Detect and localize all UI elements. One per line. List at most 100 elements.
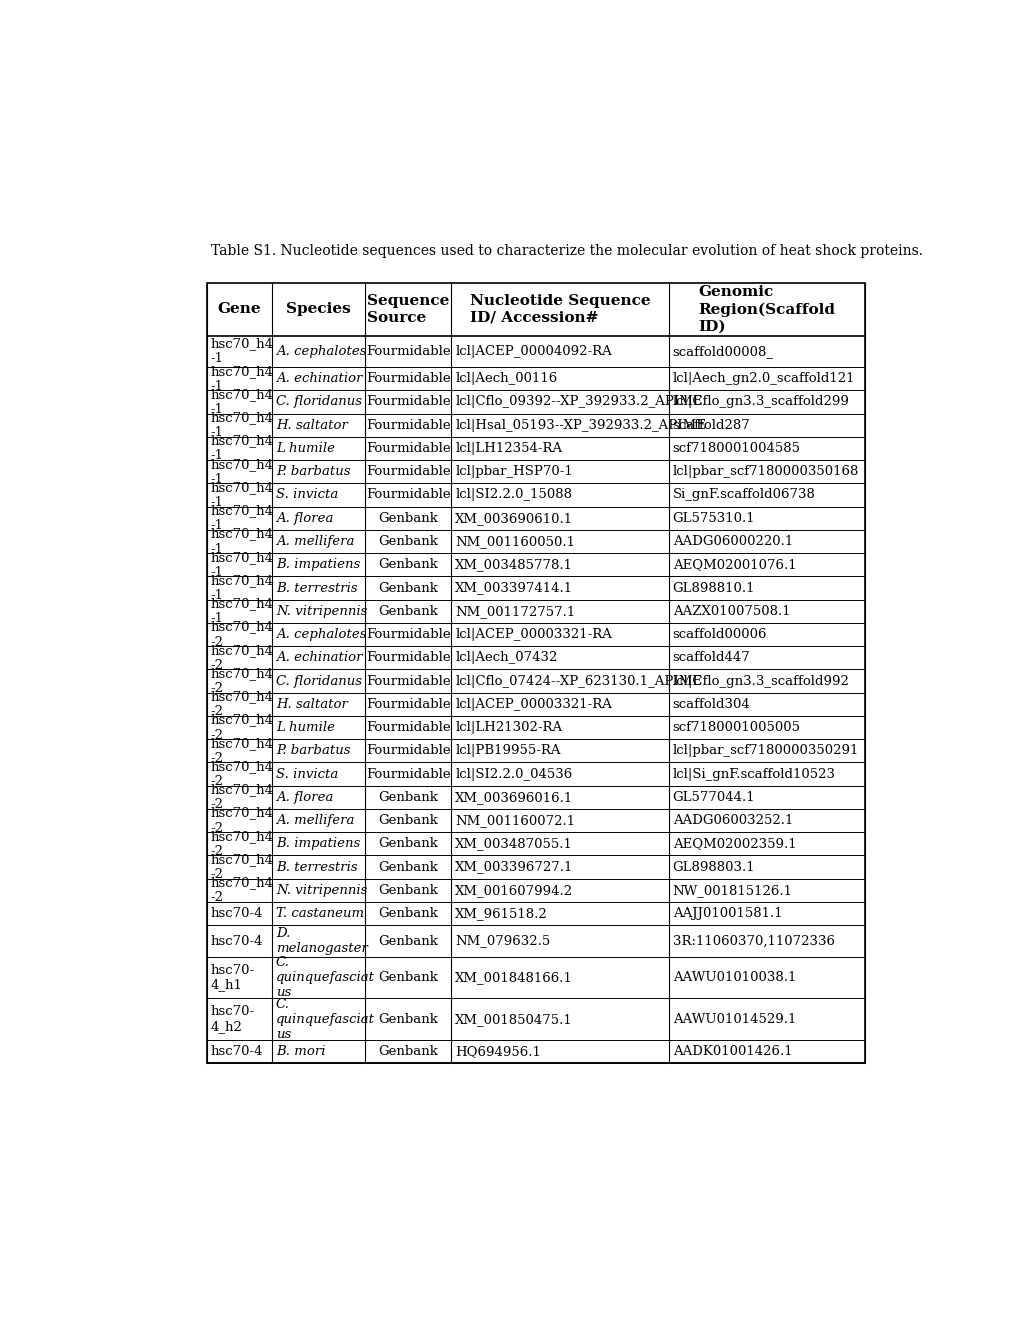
- Text: hsc70_h4
-2: hsc70_h4 -2: [210, 620, 273, 648]
- Text: GL898810.1: GL898810.1: [672, 582, 754, 594]
- Text: lcl|Aech_gn2.0_scaffold121: lcl|Aech_gn2.0_scaffold121: [672, 372, 854, 385]
- Text: GL575310.1: GL575310.1: [672, 512, 754, 525]
- Text: hsc70-4: hsc70-4: [210, 907, 263, 920]
- Text: S. invicta: S. invicta: [276, 488, 338, 502]
- Text: hsc70_h4
-1: hsc70_h4 -1: [210, 480, 273, 510]
- Text: XM_961518.2: XM_961518.2: [454, 907, 547, 920]
- Text: lcl|Cflo_09392--XP_392933.2_APIME: lcl|Cflo_09392--XP_392933.2_APIME: [454, 396, 702, 408]
- Text: A. florea: A. florea: [276, 791, 333, 804]
- Text: XM_003396727.1: XM_003396727.1: [454, 861, 573, 874]
- Text: AEQM02001076.1: AEQM02001076.1: [672, 558, 796, 572]
- Text: Fourmidable: Fourmidable: [366, 442, 450, 455]
- Text: lcl|ACEP_00004092-RA: lcl|ACEP_00004092-RA: [454, 345, 611, 358]
- Text: hsc70_h4
-1: hsc70_h4 -1: [210, 338, 273, 366]
- Text: hsc70_h4
-1: hsc70_h4 -1: [210, 597, 273, 626]
- Text: A. echinatior: A. echinatior: [276, 651, 362, 664]
- Text: hsc70_h4
-1: hsc70_h4 -1: [210, 504, 273, 532]
- Text: Si_gnF.scaffold06738: Si_gnF.scaffold06738: [672, 488, 814, 502]
- Text: hsc70-4: hsc70-4: [210, 935, 263, 948]
- Text: T. castaneum: T. castaneum: [276, 907, 364, 920]
- Text: lcl|Cflo_gn3.3_scaffold299: lcl|Cflo_gn3.3_scaffold299: [672, 396, 849, 408]
- Text: Gene: Gene: [217, 302, 261, 317]
- Text: AEQM02002359.1: AEQM02002359.1: [672, 837, 796, 850]
- Text: lcl|pbar_scf7180000350291: lcl|pbar_scf7180000350291: [672, 744, 858, 758]
- Text: Fourmidable: Fourmidable: [366, 418, 450, 432]
- Text: Genomic
Region(Scaffold
ID): Genomic Region(Scaffold ID): [698, 285, 835, 334]
- Text: NM_079632.5: NM_079632.5: [454, 935, 550, 948]
- Text: A. cephalotes: A. cephalotes: [276, 345, 366, 358]
- Text: P. barbatus: P. barbatus: [276, 744, 351, 758]
- Text: XM_003485778.1: XM_003485778.1: [454, 558, 573, 572]
- Text: HQ694956.1: HQ694956.1: [454, 1045, 541, 1059]
- Text: AAZX01007508.1: AAZX01007508.1: [672, 605, 790, 618]
- Text: H. saltator: H. saltator: [276, 698, 347, 710]
- Text: hsc70_h4
-2: hsc70_h4 -2: [210, 760, 273, 788]
- Text: Fourmidable: Fourmidable: [366, 396, 450, 408]
- Text: N. vitripennis: N. vitripennis: [276, 605, 367, 618]
- Text: hsc70-
4_h2: hsc70- 4_h2: [210, 1005, 255, 1034]
- Text: Fourmidable: Fourmidable: [366, 721, 450, 734]
- Text: lcl|Hsal_05193--XP_392933.2_APIME: lcl|Hsal_05193--XP_392933.2_APIME: [454, 418, 705, 432]
- Text: P. barbatus: P. barbatus: [276, 465, 351, 478]
- Text: AADG06003252.1: AADG06003252.1: [672, 814, 792, 828]
- Text: GL577044.1: GL577044.1: [672, 791, 754, 804]
- Text: C. floridanus: C. floridanus: [276, 675, 362, 688]
- Text: lcl|pbar_scf7180000350168: lcl|pbar_scf7180000350168: [672, 465, 858, 478]
- Text: lcl|PB19955-RA: lcl|PB19955-RA: [454, 744, 560, 758]
- Text: Fourmidable: Fourmidable: [366, 465, 450, 478]
- Text: NM_001160050.1: NM_001160050.1: [454, 535, 575, 548]
- Text: Fourmidable: Fourmidable: [366, 651, 450, 664]
- Text: hsc70_h4
-1: hsc70_h4 -1: [210, 528, 273, 556]
- Text: Genbank: Genbank: [378, 1012, 438, 1026]
- Text: NM_001160072.1: NM_001160072.1: [454, 814, 575, 828]
- Text: L humile: L humile: [276, 721, 334, 734]
- Text: NM_001172757.1: NM_001172757.1: [454, 605, 575, 618]
- Text: A. mellifera: A. mellifera: [276, 535, 354, 548]
- Text: hsc70_h4
-2: hsc70_h4 -2: [210, 690, 273, 718]
- Text: Sequence
Source: Sequence Source: [367, 293, 449, 325]
- Text: hsc70_h4
-2: hsc70_h4 -2: [210, 644, 273, 672]
- Text: XM_003397414.1: XM_003397414.1: [454, 582, 573, 594]
- Text: C. floridanus: C. floridanus: [276, 396, 362, 408]
- Text: lcl|Cflo_gn3.3_scaffold992: lcl|Cflo_gn3.3_scaffold992: [672, 675, 849, 688]
- Text: scaffold304: scaffold304: [672, 698, 750, 710]
- Text: scaffold447: scaffold447: [672, 651, 750, 664]
- Bar: [206, 284, 864, 1063]
- Text: NW_001815126.1: NW_001815126.1: [672, 884, 792, 896]
- Text: GL898803.1: GL898803.1: [672, 861, 754, 874]
- Text: lcl|SI2.2.0_04536: lcl|SI2.2.0_04536: [454, 768, 572, 780]
- Text: Genbank: Genbank: [378, 837, 438, 850]
- Text: lcl|Cflo_07424--XP_623130.1_APIME: lcl|Cflo_07424--XP_623130.1_APIME: [454, 675, 702, 688]
- Text: AADG06000220.1: AADG06000220.1: [672, 535, 792, 548]
- Text: A. echinatior: A. echinatior: [276, 372, 362, 385]
- Text: lcl|Aech_00116: lcl|Aech_00116: [454, 372, 557, 385]
- Text: Genbank: Genbank: [378, 535, 438, 548]
- Text: N. vitripennis: N. vitripennis: [276, 884, 367, 896]
- Text: Fourmidable: Fourmidable: [366, 675, 450, 688]
- Text: Fourmidable: Fourmidable: [366, 628, 450, 642]
- Text: Fourmidable: Fourmidable: [366, 744, 450, 758]
- Text: XM_001848166.1: XM_001848166.1: [454, 972, 573, 985]
- Text: hsc70_h4
-2: hsc70_h4 -2: [210, 783, 273, 812]
- Text: C.
quinquefasciat
us: C. quinquefasciat us: [276, 998, 375, 1040]
- Text: XM_001607994.2: XM_001607994.2: [454, 884, 573, 896]
- Text: lcl|Aech_07432: lcl|Aech_07432: [454, 651, 557, 664]
- Text: H. saltator: H. saltator: [276, 418, 347, 432]
- Text: hsc70_h4
-2: hsc70_h4 -2: [210, 807, 273, 834]
- Text: XM_001850475.1: XM_001850475.1: [454, 1012, 573, 1026]
- Text: B. terrestris: B. terrestris: [276, 861, 358, 874]
- Text: Genbank: Genbank: [378, 861, 438, 874]
- Text: scaffold00008_: scaffold00008_: [672, 345, 772, 358]
- Text: Genbank: Genbank: [378, 972, 438, 985]
- Text: hsc70-
4_h1: hsc70- 4_h1: [210, 964, 255, 991]
- Text: Genbank: Genbank: [378, 512, 438, 525]
- Text: A. mellifera: A. mellifera: [276, 814, 354, 828]
- Text: Genbank: Genbank: [378, 1045, 438, 1059]
- Text: Genbank: Genbank: [378, 814, 438, 828]
- Text: lcl|Si_gnF.scaffold10523: lcl|Si_gnF.scaffold10523: [672, 768, 835, 780]
- Text: scaffold00006: scaffold00006: [672, 628, 766, 642]
- Text: A. florea: A. florea: [276, 512, 333, 525]
- Text: Genbank: Genbank: [378, 884, 438, 896]
- Text: L humile: L humile: [276, 442, 334, 455]
- Text: Genbank: Genbank: [378, 558, 438, 572]
